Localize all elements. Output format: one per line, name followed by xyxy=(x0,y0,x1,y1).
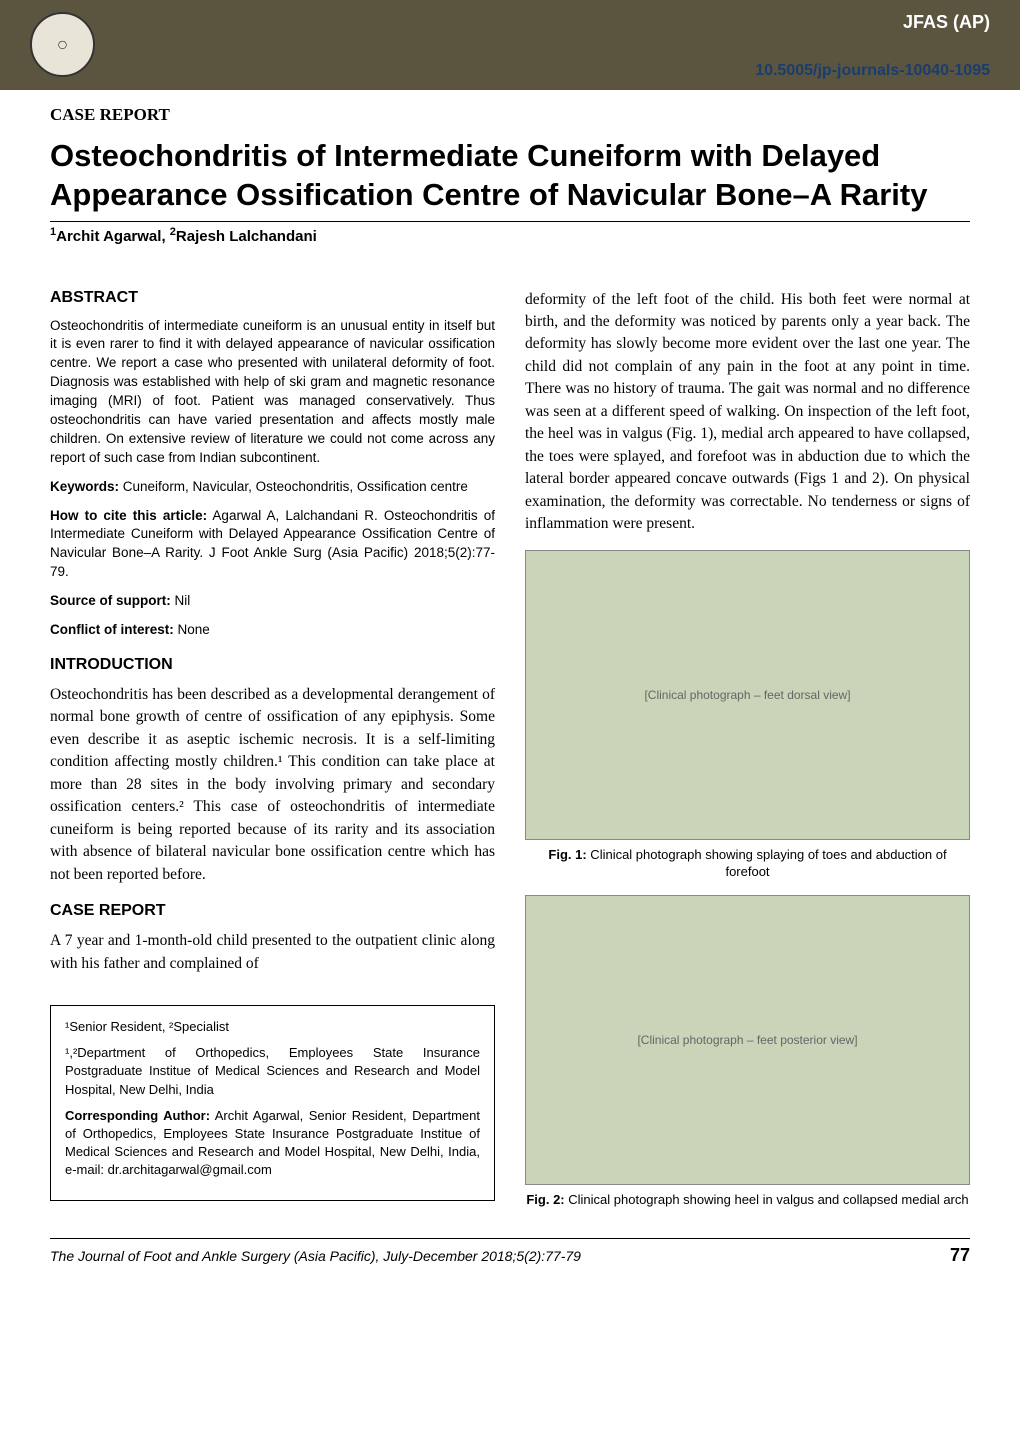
abstract-heading: ABSTRACT xyxy=(50,289,495,307)
footer-citation: The Journal of Foot and Ankle Surgery (A… xyxy=(50,1248,581,1264)
figure-1-caption-text: Clinical photograph showing splaying of … xyxy=(587,847,947,880)
figure-1-image: [Clinical photograph – feet dorsal view] xyxy=(525,550,970,840)
author-name-1: Archit Agarwal xyxy=(56,228,161,245)
page-content: CASE REPORT Osteochondritis of Intermedi… xyxy=(0,90,1020,1296)
cite-label: How to cite this article: xyxy=(50,508,207,523)
journal-abbrev: JFAS (AP) xyxy=(903,12,990,33)
abstract-text: Osteochondritis of intermediate cuneifor… xyxy=(50,317,495,468)
support-block: Source of support: Nil xyxy=(50,592,495,611)
page-number: 77 xyxy=(950,1245,970,1266)
figure-2-label: Fig. 2: xyxy=(526,1192,564,1207)
journal-logo: ◯ xyxy=(30,12,95,77)
case-report-heading: CASE REPORT xyxy=(50,902,495,920)
affiliation-box: ¹Senior Resident, ²Specialist ¹,²Departm… xyxy=(50,1005,495,1201)
authors: 1Archit Agarwal, 2Rajesh Lalchandani xyxy=(50,226,970,245)
page-footer: The Journal of Foot and Ankle Surgery (A… xyxy=(50,1238,970,1266)
keywords-label: Keywords: xyxy=(50,479,119,494)
author-name-2: Rajesh Lalchandani xyxy=(176,228,317,245)
article-title: Osteochondritis of Intermediate Cuneifor… xyxy=(50,137,970,222)
figure-1: [Clinical photograph – feet dorsal view]… xyxy=(525,550,970,881)
two-column-layout: ABSTRACT Osteochondritis of intermediate… xyxy=(50,273,970,1219)
introduction-text: Osteochondritis has been described as a … xyxy=(50,684,495,886)
left-column: ABSTRACT Osteochondritis of intermediate… xyxy=(50,273,495,1219)
doi: 10.5005/jp-journals-10040-1095 xyxy=(755,62,990,80)
case-report-text-left: A 7 year and 1-month-old child presented… xyxy=(50,930,495,975)
keywords-block: Keywords: Cuneiform, Navicular, Osteocho… xyxy=(50,478,495,497)
keywords-text: Cuneiform, Navicular, Osteochondritis, O… xyxy=(119,479,468,494)
conflict-text: None xyxy=(174,622,210,637)
corr-label: Corresponding Author: xyxy=(65,1108,210,1123)
support-text: Nil xyxy=(171,593,191,608)
section-label: CASE REPORT xyxy=(50,105,970,125)
right-column: deformity of the left foot of the child.… xyxy=(525,273,970,1219)
figure-1-caption: Fig. 1: Clinical photograph showing spla… xyxy=(525,846,970,881)
support-label: Source of support: xyxy=(50,593,171,608)
citation-block: How to cite this article: Agarwal A, Lal… xyxy=(50,507,495,583)
conflict-block: Conflict of interest: None xyxy=(50,621,495,640)
affiliation-roles: ¹Senior Resident, ²Specialist xyxy=(65,1018,480,1036)
figure-2-image: [Clinical photograph – feet posterior vi… xyxy=(525,895,970,1185)
corresponding-author: Corresponding Author: Archit Agarwal, Se… xyxy=(65,1107,480,1180)
figure-2-caption-text: Clinical photograph showing heel in valg… xyxy=(565,1192,969,1207)
header-banner: ◯ JFAS (AP) 10.5005/jp-journals-10040-10… xyxy=(0,0,1020,90)
figure-2: [Clinical photograph – feet posterior vi… xyxy=(525,895,970,1209)
introduction-heading: INTRODUCTION xyxy=(50,656,495,674)
figure-2-caption: Fig. 2: Clinical photograph showing heel… xyxy=(525,1191,970,1209)
conflict-label: Conflict of interest: xyxy=(50,622,174,637)
affiliation-dept: ¹,²Department of Orthopedics, Employees … xyxy=(65,1044,480,1099)
case-report-text-right: deformity of the left foot of the child.… xyxy=(525,289,970,536)
figure-1-label: Fig. 1: xyxy=(548,847,586,862)
